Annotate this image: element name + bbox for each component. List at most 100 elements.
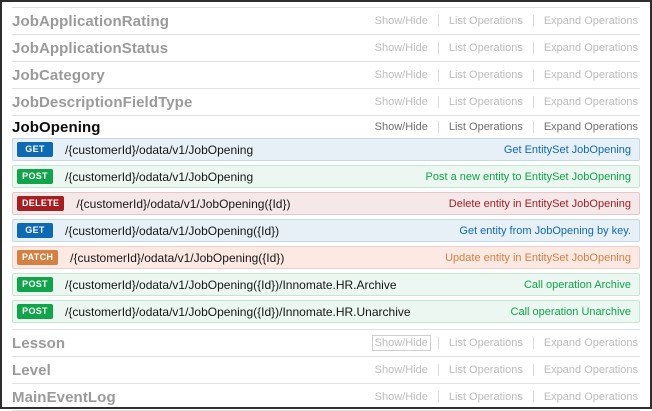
operation-summary: Post a new entity to EntitySet JobOpenin…: [425, 170, 631, 183]
operation-summary: Update entity in EntitySet JobOpening: [445, 251, 631, 264]
http-method-badge: PATCH: [17, 250, 59, 265]
operation-path-link[interactable]: /{customerId}/odata/v1/JobOpening({Id}): [76, 196, 291, 211]
http-method-badge: POST: [17, 277, 53, 292]
expand-operations-link[interactable]: Expand Operations: [543, 391, 638, 403]
link-separator: [437, 42, 439, 54]
resource-heading: JobApplicationRating Show/Hide List Oper…: [12, 8, 640, 34]
expand-operations-link[interactable]: Expand Operations: [543, 69, 638, 81]
operation-path-link[interactable]: /{customerId}/odata/v1/JobOpening({Id})/…: [65, 304, 411, 319]
link-separator: [437, 15, 439, 27]
resource-section: Lesson Show/Hide List Operations Expand …: [12, 330, 640, 357]
operation-path-link[interactable]: /{customerId}/odata/v1/JobOpening({Id})/…: [65, 277, 397, 292]
resource-title[interactable]: Level: [12, 361, 51, 379]
show-hide-link[interactable]: Show/Hide: [374, 69, 428, 81]
link-separator: [437, 364, 439, 376]
expand-operations-link[interactable]: Expand Operations: [543, 96, 638, 108]
resource-links: Show/Hide List Operations Expand Operati…: [373, 363, 640, 377]
resource-links: Show/Hide List Operations Expand Operati…: [371, 335, 640, 351]
operation-row[interactable]: POST /{customerId}/odata/v1/JobOpening({…: [12, 300, 640, 323]
operation-row[interactable]: POST /{customerId}/odata/v1/JobOpening({…: [12, 273, 640, 296]
list-operations-link[interactable]: List Operations: [448, 391, 523, 403]
show-hide-link[interactable]: Show/Hide: [374, 121, 428, 133]
resource-heading: JobDescriptionFieldType Show/Hide List O…: [12, 89, 640, 115]
resource-links: Show/Hide List Operations Expand Operati…: [373, 68, 640, 82]
resource-title[interactable]: Lesson: [12, 334, 66, 352]
link-separator: [532, 337, 534, 349]
resource-links: Show/Hide List Operations Expand Operati…: [373, 390, 640, 404]
link-separator: [532, 69, 534, 81]
resource-section: JobApplicationRating Show/Hide List Oper…: [12, 7, 640, 35]
resource-heading: Level Show/Hide List Operations Expand O…: [12, 357, 640, 383]
operation-summary: Call operation Archive: [523, 278, 631, 291]
show-hide-link[interactable]: Show/Hide: [374, 391, 428, 403]
operation-row[interactable]: POST /{customerId}/odata/v1/JobOpening P…: [12, 165, 640, 188]
http-method-badge: GET: [17, 142, 53, 157]
list-operations-link[interactable]: List Operations: [448, 121, 523, 133]
resource-title[interactable]: MainEventLog: [12, 388, 116, 406]
resource-section: Level Show/Hide List Operations Expand O…: [12, 357, 640, 384]
http-method-badge: DELETE: [17, 196, 65, 211]
resource-section: JobDescriptionFieldType Show/Hide List O…: [12, 89, 640, 116]
resource-title[interactable]: JobApplicationStatus: [12, 39, 169, 57]
link-separator: [532, 96, 534, 108]
resource-title[interactable]: JobDescriptionFieldType: [12, 93, 193, 111]
link-separator: [437, 69, 439, 81]
operation-row[interactable]: DELETE /{customerId}/odata/v1/JobOpening…: [12, 192, 640, 215]
link-separator: [437, 337, 439, 349]
resource-heading: JobCategory Show/Hide List Operations Ex…: [12, 62, 640, 88]
resource-section: JobCategory Show/Hide List Operations Ex…: [12, 62, 640, 89]
resource-title[interactable]: JobApplicationRating: [12, 12, 169, 30]
show-hide-link[interactable]: Show/Hide: [374, 42, 428, 54]
show-hide-link[interactable]: Show/Hide: [374, 96, 428, 108]
operation-path-link[interactable]: /{customerId}/odata/v1/JobOpening({Id}): [65, 223, 280, 238]
show-hide-link[interactable]: Show/Hide: [374, 364, 428, 376]
resource-section: JobApplicationStatus Show/Hide List Oper…: [12, 35, 640, 62]
resource-links: Show/Hide List Operations Expand Operati…: [373, 41, 640, 55]
operation-path-link[interactable]: /{customerId}/odata/v1/JobOpening: [65, 142, 254, 157]
operation-summary: Get EntitySet JobOpening: [503, 143, 631, 156]
list-operations-link[interactable]: List Operations: [448, 96, 523, 108]
resource-links: Show/Hide List Operations Expand Operati…: [373, 14, 640, 28]
operation-summary: Get entity from JobOpening by key.: [459, 224, 631, 237]
link-separator: [532, 42, 534, 54]
link-separator: [532, 364, 534, 376]
link-separator: [437, 391, 439, 403]
resource-heading: MainEventLog Show/Hide List Operations E…: [12, 384, 640, 410]
operation-row[interactable]: GET /{customerId}/odata/v1/JobOpening({I…: [12, 219, 640, 242]
expand-operations-link[interactable]: Expand Operations: [543, 364, 638, 376]
operation-path-link[interactable]: /{customerId}/odata/v1/JobOpening({Id}): [70, 250, 285, 265]
show-hide-link[interactable]: Show/Hide: [374, 15, 428, 27]
resource-section: MainEventLog Show/Hide List Operations E…: [12, 384, 640, 411]
http-method-badge: POST: [17, 304, 53, 319]
expand-operations-link[interactable]: Expand Operations: [543, 42, 638, 54]
expand-operations-link[interactable]: Expand Operations: [543, 337, 638, 349]
resource-heading: Lesson Show/Hide List Operations Expand …: [12, 330, 640, 356]
operation-row[interactable]: GET /{customerId}/odata/v1/JobOpening Ge…: [12, 138, 640, 161]
list-operations-link[interactable]: List Operations: [448, 364, 523, 376]
resource-section: JobOpening Show/Hide List Operations Exp…: [12, 116, 640, 330]
http-method-badge: POST: [17, 169, 53, 184]
list-operations-link[interactable]: List Operations: [448, 337, 523, 349]
http-method-badge: GET: [17, 223, 53, 238]
resource-links: Show/Hide List Operations Expand Operati…: [373, 120, 640, 134]
show-hide-link[interactable]: Show/Hide: [371, 335, 431, 351]
expand-operations-link[interactable]: Expand Operations: [543, 15, 638, 27]
link-separator: [532, 391, 534, 403]
link-separator: [532, 121, 534, 133]
link-separator: [437, 96, 439, 108]
operation-path-link[interactable]: /{customerId}/odata/v1/JobOpening: [65, 169, 254, 184]
resource-heading: JobOpening Show/Hide List Operations Exp…: [12, 116, 640, 138]
operation-summary: Call operation Unarchive: [510, 305, 631, 318]
resource-title[interactable]: JobCategory: [12, 66, 105, 84]
expand-operations-link[interactable]: Expand Operations: [543, 121, 638, 133]
resource-title[interactable]: JobOpening: [12, 118, 101, 136]
link-separator: [437, 121, 439, 133]
list-operations-link[interactable]: List Operations: [448, 42, 523, 54]
list-operations-link[interactable]: List Operations: [448, 15, 523, 27]
operation-row[interactable]: PATCH /{customerId}/odata/v1/JobOpening(…: [12, 246, 640, 269]
resource-heading: JobApplicationStatus Show/Hide List Oper…: [12, 35, 640, 61]
list-operations-link[interactable]: List Operations: [448, 69, 523, 81]
link-separator: [532, 15, 534, 27]
operations-list: GET /{customerId}/odata/v1/JobOpening Ge…: [12, 138, 640, 329]
